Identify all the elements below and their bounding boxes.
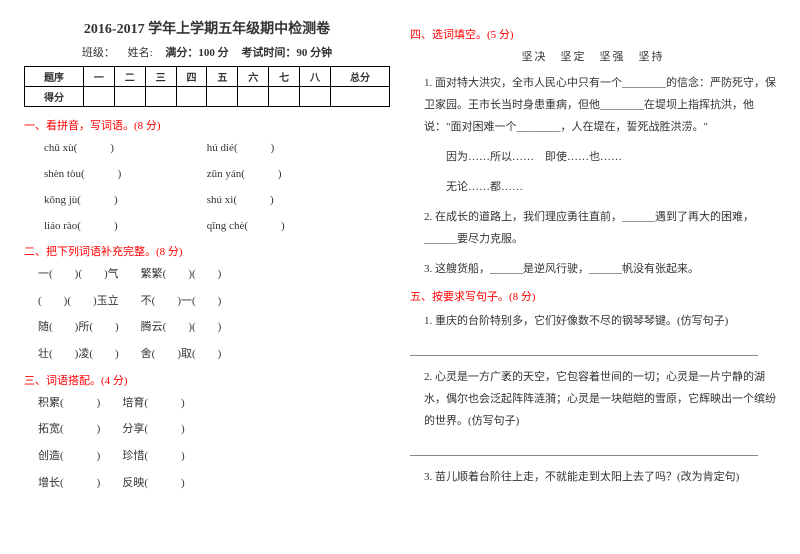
- pinyin-3b: shú xi( ): [207, 191, 367, 207]
- section-5-head: 五、按要求写句子。(8 分): [410, 288, 776, 304]
- exam-subtitle: 班级： 姓名: 满分：100 分 考试时间：90 分钟: [24, 44, 390, 60]
- s4-q1b: 因为……所以…… 即使……也……: [410, 146, 776, 168]
- th-7: 七: [269, 67, 300, 87]
- th-8: 八: [300, 67, 331, 87]
- s2-l3: 随( )所( ) 腾云( )( ): [24, 318, 390, 337]
- right-column: 四、选词填空。(5 分) 坚决 坚定 坚强 坚持 1. 面对特大洪灾，全市人民心…: [410, 18, 776, 536]
- s3-l4: 增长( ) 反映( ): [24, 474, 390, 493]
- th-1: 一: [83, 67, 114, 87]
- s3-l3: 创造( ) 珍惜( ): [24, 447, 390, 466]
- row-score: 得分: [25, 87, 84, 107]
- score-table: 题序 一 二 三 四 五 六 七 八 总分 得分: [24, 66, 390, 107]
- s5-q1: 1. 重庆的台阶特别多，它们好像数不尽的钢琴琴键。(仿写句子): [410, 310, 776, 332]
- section-4-head: 四、选词填空。(5 分): [410, 26, 776, 42]
- pinyin-4b: qīng chè( ): [207, 217, 367, 233]
- s4-q2: 2. 在成长的道路上，我们理应勇往直前，______遇到了再大的困难，_____…: [410, 206, 776, 250]
- pinyin-1a: chǔ xù( ): [44, 139, 204, 155]
- left-column: 2016-2017 学年上学期五年级期中检测卷 班级： 姓名: 满分：100 分…: [24, 18, 390, 536]
- th-5: 五: [207, 67, 238, 87]
- s4-q1: 1. 面对特大洪灾，全市人民心中只有一个________的信念：严防死守，保卫家…: [410, 72, 776, 138]
- s5-q2: 2. 心灵是一方广袤的天空，它包容着世间的一切；心灵是一片宁静的湖水，偶尔也会泛…: [410, 366, 776, 432]
- th-2: 二: [114, 67, 145, 87]
- pinyin-4a: liáo rào( ): [44, 217, 204, 233]
- answer-line: [410, 340, 758, 356]
- time: 考试时间：90 分钟: [241, 47, 332, 59]
- th-4: 四: [176, 67, 207, 87]
- name-label: 姓名:: [128, 47, 153, 59]
- s3-l2: 拓宽( ) 分享( ): [24, 420, 390, 439]
- pinyin-3a: kōng jù( ): [44, 191, 204, 207]
- s4-q3: 3. 这艘货船，______是逆风行驶，______帆没有张起来。: [410, 258, 776, 280]
- th-0: 题序: [25, 67, 84, 87]
- pinyin-2b: zūn yán( ): [207, 165, 367, 181]
- section-3-head: 三、词语搭配。(4 分): [24, 372, 390, 388]
- word-bank: 坚决 坚定 坚强 坚持: [410, 48, 776, 64]
- pinyin-row: shèn tòu( ) zūn yán( ): [24, 165, 390, 181]
- section-1-head: 一、看拼音，写词语。(8 分): [24, 117, 390, 133]
- s4-q1c: 无论……都……: [410, 176, 776, 198]
- class-label: 班级：: [82, 47, 115, 59]
- exam-title: 2016-2017 学年上学期五年级期中检测卷: [24, 18, 390, 38]
- th-3: 三: [145, 67, 176, 87]
- th-9: 总分: [330, 67, 389, 87]
- pinyin-1b: hú dié( ): [207, 139, 367, 155]
- th-6: 六: [238, 67, 269, 87]
- s2-l4: 壮( )凌( ) 舍( )取( ): [24, 345, 390, 364]
- pinyin-2a: shèn tòu( ): [44, 165, 204, 181]
- pinyin-row: kōng jù( ) shú xi( ): [24, 191, 390, 207]
- pinyin-row: liáo rào( ) qīng chè( ): [24, 217, 390, 233]
- pinyin-row: chǔ xù( ) hú dié( ): [24, 139, 390, 155]
- s2-l1: 一( )( )气 繁繁( )( ): [24, 265, 390, 284]
- answer-line: [410, 440, 758, 456]
- s2-l2: ( )( )玉立 不( )一( ): [24, 292, 390, 311]
- section-2-head: 二、把下列词语补充完整。(8 分): [24, 243, 390, 259]
- s3-l1: 积累( ) 培育( ): [24, 394, 390, 413]
- s5-q3: 3. 苗儿顺着台阶往上走，不就能走到太阳上去了吗？(改为肯定句): [410, 466, 776, 488]
- fullscore: 满分：100 分: [165, 47, 228, 59]
